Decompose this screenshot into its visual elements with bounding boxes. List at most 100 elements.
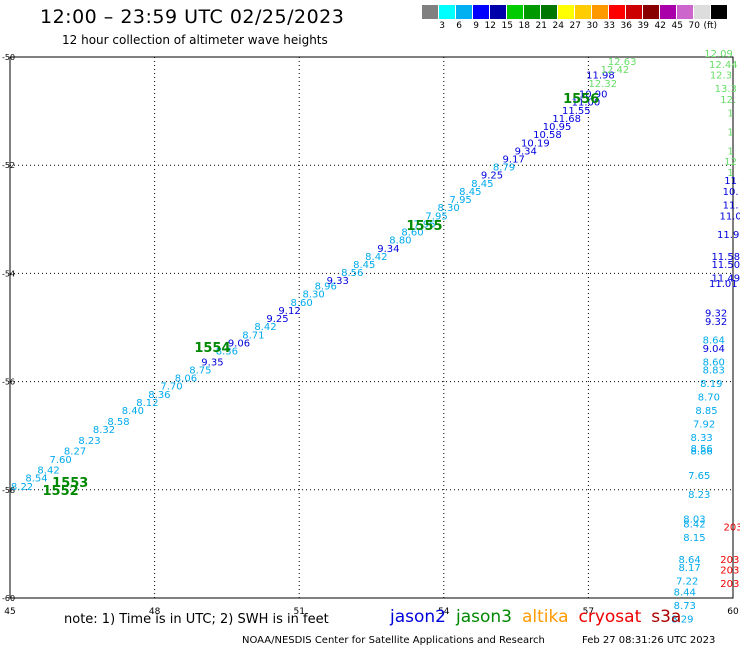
wave-height-point: 8.58 [107, 417, 129, 428]
wave-height-point: 8.71 [242, 330, 264, 341]
wave-height-point: 8.03 [683, 514, 705, 525]
wave-height-point: 8.96 [315, 282, 337, 293]
legend-label: 24 [552, 21, 564, 31]
wave-height-point: 7.95 [425, 211, 447, 222]
y-tick-label: -50 [2, 53, 15, 62]
y-tick-label: -52 [2, 161, 15, 170]
wave-height-point: 8.40 [122, 406, 144, 417]
wave-height-point: 11.49 [711, 274, 740, 285]
wave-height-point: 9.25 [481, 171, 503, 182]
legend-label: (ft) [703, 21, 717, 31]
wave-height-point: 10.95 [543, 122, 572, 133]
wave-height-point: 7.95 [450, 195, 472, 206]
wave-height-point: 203 [723, 522, 740, 533]
wave-height-point: 11.00 [572, 98, 601, 109]
legend-swatch [490, 5, 507, 19]
legend-label: 12 [484, 21, 496, 31]
wave-height-point: 9.34 [377, 244, 399, 255]
wave-height-point: 9.06 [228, 338, 250, 349]
legend-label: 6 [456, 21, 462, 31]
x-tick-label: 57 [583, 607, 594, 617]
wave-height-point: 12.32 [589, 79, 618, 90]
wave-height-point: 1 [727, 146, 733, 157]
wave-height-point: 7.65 [688, 471, 710, 482]
wave-height-point: 8.12 [136, 398, 158, 409]
legend-swatch [575, 5, 592, 19]
wave-height-point: 8.45 [459, 187, 481, 198]
wave-height-point: 12.63 [608, 57, 637, 68]
track-number-label: 1553 [52, 476, 88, 491]
wave-height-point: 12.09 [704, 49, 733, 60]
wave-height-point: 9.17 [503, 154, 525, 165]
legend-swatch [609, 5, 626, 19]
wave-height-point: 8.30 [437, 203, 459, 214]
wave-height-point: 11.9 [717, 230, 739, 241]
legend-swatch [660, 5, 677, 19]
legend-label: 33 [603, 21, 615, 31]
wave-height-point: 8.32 [93, 425, 115, 436]
wave-height-point: 8.85 [695, 406, 717, 417]
wave-height-point: 8.83 [703, 365, 725, 376]
wave-height-point: 8.36 [216, 347, 238, 358]
x-tick-label: 51 [293, 607, 304, 617]
x-tick-label: 45 [4, 607, 15, 617]
wave-height-point: 1 [727, 127, 733, 138]
wave-height-point: 11.68 [552, 114, 581, 125]
chart-subtitle: 12 hour collection of altimeter wave hei… [62, 33, 328, 47]
legend-swatch [524, 5, 541, 19]
track-number-label: 1552 [43, 484, 79, 499]
wave-height-point: 1 [727, 168, 733, 179]
legend-swatch [694, 5, 711, 19]
wave-height-point: 7.70 [160, 382, 182, 393]
track-number-label: 1554 [194, 341, 230, 356]
wave-height-point: 7.92 [693, 420, 715, 431]
wave-height-point: 7.22 [676, 576, 698, 587]
wave-height-point: 8.23 [688, 490, 710, 501]
wave-height-point: 8.17 [678, 563, 700, 574]
legend-label: 27 [569, 21, 581, 31]
wave-height-point: 8.30 [303, 290, 325, 301]
legend-label: 42 [654, 21, 666, 31]
mission-cryosat: cryosat [578, 607, 642, 627]
wave-height-point: 8.54 [25, 474, 47, 485]
legend-label: 70 [688, 21, 700, 31]
agency-credit: NOAA/NESDIS Center for Satellite Applica… [242, 635, 545, 646]
wave-height-point: 9.33 [327, 276, 349, 287]
wave-height-point: 11. [723, 200, 739, 211]
track-number-label: 1555 [406, 219, 442, 234]
wave-height-point: 12.3 [710, 71, 732, 82]
wave-height-point: 8.42 [254, 322, 276, 333]
legend-label: 15 [501, 21, 513, 31]
legend-swatch [558, 5, 575, 19]
y-tick-label: -54 [2, 269, 15, 278]
wave-height-point: 8.36 [148, 390, 170, 401]
wave-height-point: 8.79 [493, 163, 515, 174]
wave-height-point: 8.45 [471, 179, 493, 190]
wave-height-point: 8.44 [674, 587, 696, 598]
wave-height-point: 8.15 [683, 533, 705, 544]
wave-height-point: 8.56 [691, 444, 713, 455]
wave-height-point: 9.04 [703, 344, 725, 355]
legend-swatch [592, 5, 609, 19]
wave-height-point: 12.42 [601, 65, 630, 76]
legend-swatch [456, 5, 473, 19]
plot-frame [9, 56, 734, 599]
legend-label: 45 [671, 21, 683, 31]
wave-height-point: 8.64 [703, 336, 725, 347]
wave-height-point: 8.60 [290, 298, 312, 309]
wave-height-point: 8.06 [175, 374, 197, 385]
wave-height-point: 8.56 [341, 268, 363, 279]
legend-swatch [507, 5, 524, 19]
wave-height-point: 7.95 [413, 219, 435, 230]
color-legend [422, 5, 728, 21]
wave-height-point: 11.50 [711, 260, 740, 271]
wave-height-point: 8.42 [37, 466, 59, 477]
wave-height-point: 9.32 [705, 317, 727, 328]
wave-height-point: 8.70 [698, 393, 720, 404]
wave-height-point: 7.60 [49, 455, 71, 466]
legend-label: 18 [518, 21, 530, 31]
legend-label: 36 [620, 21, 632, 31]
wave-height-point: 11.0 [719, 211, 740, 222]
